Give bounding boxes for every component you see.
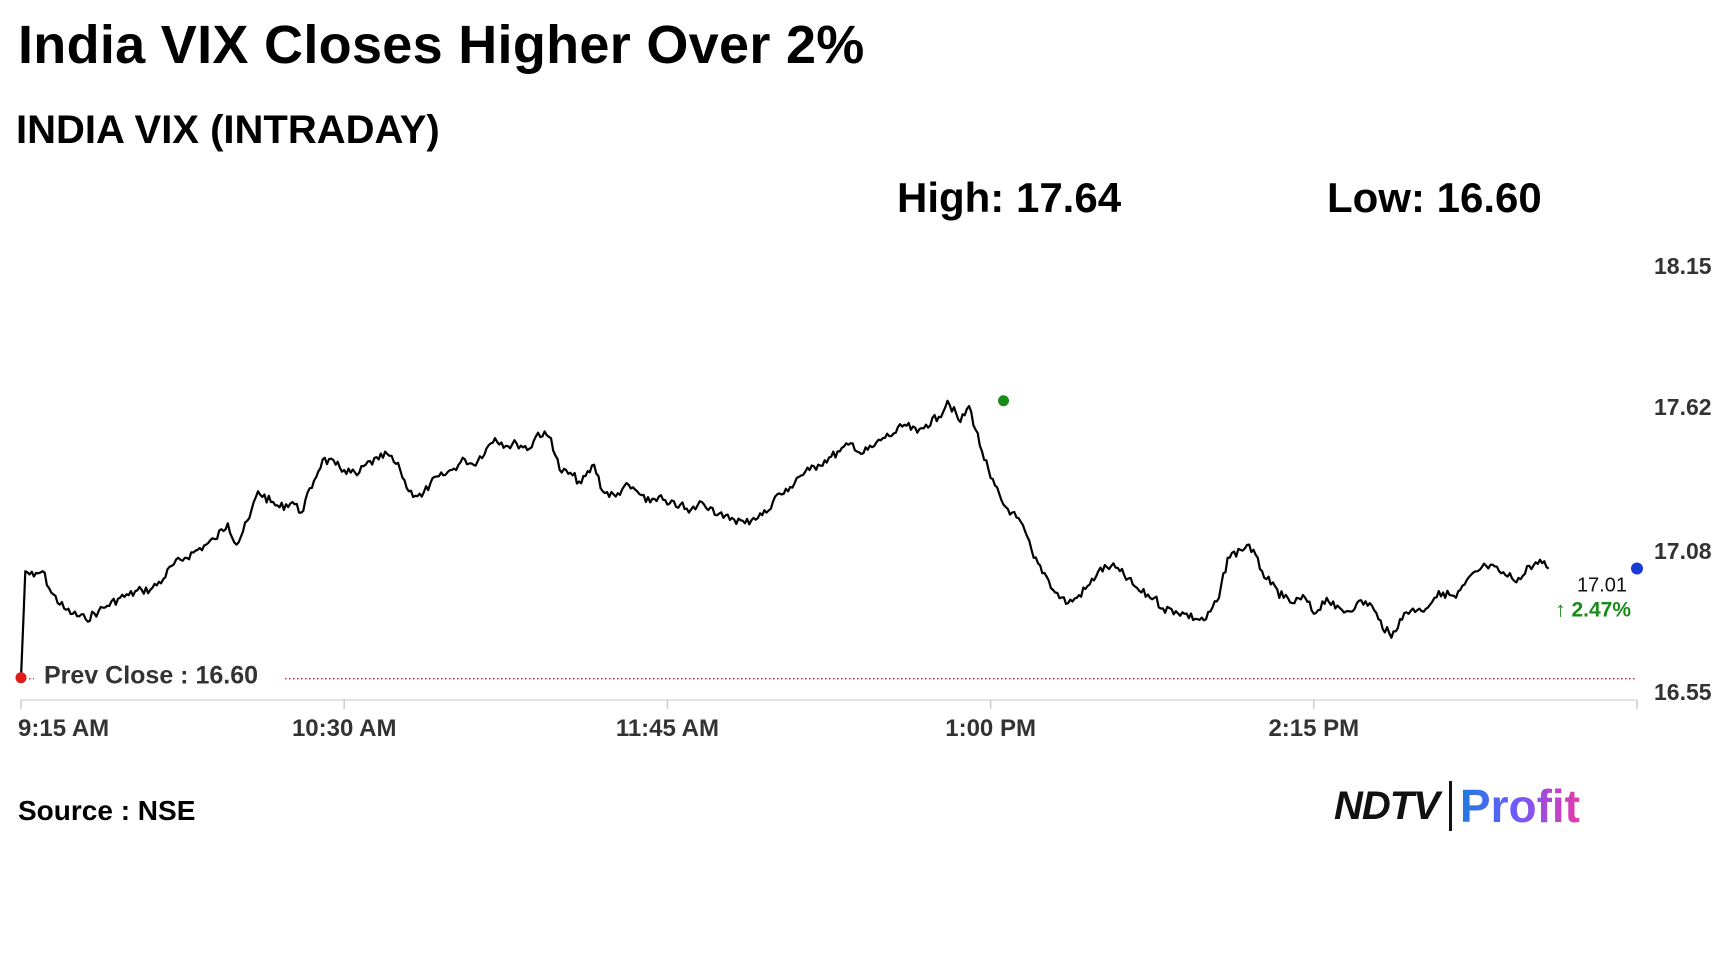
low-stat: Low: 16.60 <box>1327 174 1542 221</box>
chart-labels: 9:15 AM 10:30 AM 11:45 AM 1:00 PM 2:15 PM 18.… <box>18 253 1712 742</box>
open-point-marker <box>15 672 27 684</box>
headline: India VIX Closes Higher Over 2% <box>18 15 865 75</box>
chart-subtitle: INDIA VIX (INTRADAY) <box>16 108 440 152</box>
x-tick-label: 1:00 PM <box>945 715 1036 742</box>
y-tick-label: 16.55 <box>1654 679 1712 705</box>
y-tick-label: 18.15 <box>1654 253 1712 279</box>
ndtv-profit-logo: NDTV Profit <box>1334 778 1580 834</box>
last-value-label: 17.01 <box>1577 575 1627 597</box>
x-tick-label: 9:15 AM <box>18 715 109 742</box>
high-stat: High: 17.64 <box>897 174 1122 221</box>
source-note: Source : NSE <box>18 795 196 826</box>
high-point-marker <box>998 395 1010 407</box>
prev-close-label: Prev Close : 16.60 <box>44 662 258 690</box>
logo-divider <box>1448 781 1452 831</box>
prev-close-label-bg <box>34 655 284 686</box>
logo-profit-text: Profit <box>1459 780 1580 832</box>
last-point-marker <box>1631 562 1643 575</box>
x-tick-label: 11:45 AM <box>616 715 719 742</box>
vix-series-line <box>19 399 1550 678</box>
chart-axes <box>20 678 1638 709</box>
x-tick-label: 2:15 PM <box>1268 715 1359 742</box>
chart-series <box>15 395 1643 684</box>
logo-ndtv-text: NDTV <box>1334 783 1440 828</box>
y-tick-label: 17.62 <box>1654 394 1712 420</box>
change-percent-label: ↑ 2.47% <box>1555 599 1631 622</box>
y-tick-label: 17.08 <box>1654 538 1712 564</box>
x-tick-label: 10:30 AM <box>292 715 396 742</box>
